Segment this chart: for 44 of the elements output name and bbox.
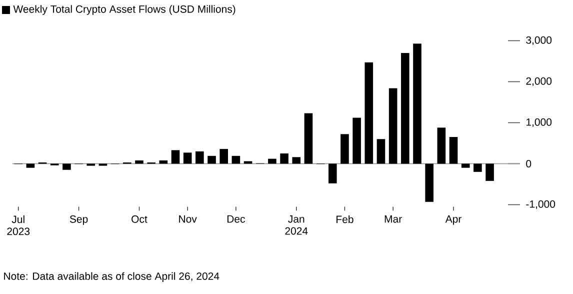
bar (292, 157, 301, 164)
bar (486, 164, 494, 181)
bar (364, 62, 374, 164)
bar (26, 164, 35, 168)
bar (304, 113, 313, 164)
text: Note: Data available as of close April 26, 2024 (4, 272, 220, 282)
x-tick-label: Nov (179, 215, 197, 223)
x-tick-label: Dec (227, 215, 245, 223)
y-tick-label: 3,000 (526, 36, 552, 46)
bar (425, 164, 434, 202)
bar (208, 156, 216, 164)
bar (401, 52, 410, 164)
bar (244, 161, 252, 164)
y-tick-label: 0 (526, 160, 532, 168)
x-tick-label: Jul 2023 (7, 215, 30, 236)
bar (340, 134, 349, 164)
bar (196, 151, 204, 164)
y-tick-label: 2,000 (526, 77, 552, 86)
x-tick-label: Jan 2024 (285, 215, 308, 235)
bar (474, 164, 482, 172)
bar (232, 156, 240, 164)
x-tick-label: Apr (445, 215, 462, 225)
y-tick-label: 1,000 (526, 118, 552, 128)
y-tick-label: -1,000 (526, 200, 556, 210)
x-tick-label: Mar (384, 215, 402, 223)
bar (388, 88, 398, 164)
bar (171, 150, 180, 164)
bar (280, 153, 288, 164)
bar (376, 139, 386, 164)
bar (268, 158, 276, 164)
bar (183, 152, 192, 164)
bar (220, 148, 228, 164)
x-tick-label: Feb (336, 215, 354, 224)
bar (62, 164, 71, 170)
bar (461, 164, 470, 168)
bar (135, 160, 144, 164)
bar (352, 118, 361, 164)
x-tick-label: Oct (132, 215, 148, 223)
bar (413, 44, 422, 164)
bar (449, 137, 458, 164)
bar (328, 164, 337, 184)
bar (437, 128, 446, 164)
x-tick-label: Sep (70, 215, 88, 225)
chart-title: Weekly Total Crypto Asset Flows (USD Millions) (13, 5, 236, 15)
